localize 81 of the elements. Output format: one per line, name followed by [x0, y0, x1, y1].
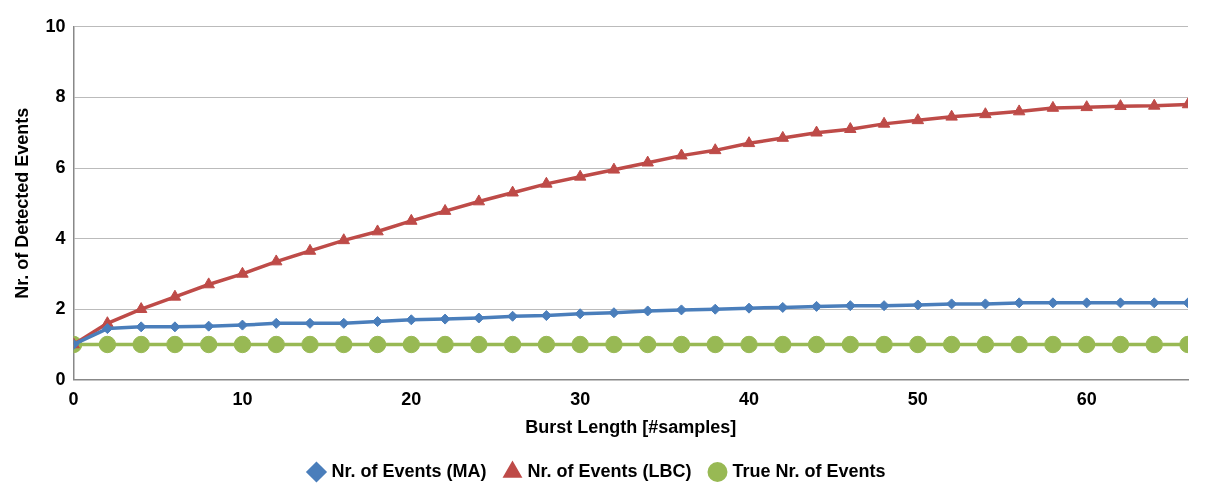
- point: [740, 335, 758, 354]
- point: [168, 289, 182, 301]
- point: [506, 185, 519, 197]
- point: [675, 148, 688, 160]
- x-tick-label: 30: [570, 388, 591, 409]
- point: [979, 107, 992, 119]
- point: [270, 254, 283, 266]
- point: [236, 266, 249, 278]
- y-axis-title: Nr. of Detected Events: [11, 107, 32, 299]
- y-tick-label: 6: [55, 156, 66, 177]
- point: [945, 109, 958, 121]
- point: [1114, 99, 1127, 111]
- point: [405, 213, 418, 225]
- x-tick-label: 0: [68, 388, 79, 409]
- point: [709, 143, 722, 155]
- y-tick-label: 8: [55, 86, 66, 107]
- point: [200, 335, 218, 354]
- point: [402, 335, 421, 354]
- point: [438, 203, 452, 215]
- x-tick-label: 20: [401, 388, 422, 409]
- legend-label: Nr. of Events (LBC): [527, 460, 692, 481]
- point: [472, 194, 486, 206]
- point: [844, 122, 857, 133]
- point: [301, 335, 319, 354]
- point: [335, 335, 353, 354]
- point: [810, 125, 823, 137]
- point: [807, 335, 826, 354]
- point: [875, 335, 893, 354]
- point: [1148, 98, 1161, 110]
- point: [639, 335, 657, 354]
- point: [571, 335, 589, 354]
- y-tick-label: 2: [55, 298, 66, 319]
- point: [706, 335, 724, 354]
- point: [1012, 104, 1026, 116]
- point: [134, 302, 148, 313]
- legend-label: Nr. of Events (MA): [331, 460, 487, 481]
- point: [1111, 335, 1130, 354]
- y-tick-label: 4: [55, 227, 66, 248]
- point: [202, 277, 215, 289]
- point: [911, 113, 925, 125]
- point: [166, 335, 184, 354]
- point: [267, 335, 285, 354]
- point: [976, 335, 995, 354]
- point: [1145, 335, 1163, 354]
- point: [605, 335, 623, 354]
- point: [132, 335, 150, 354]
- point: [1010, 335, 1028, 354]
- y-tick-label: 10: [45, 15, 66, 36]
- point: [776, 130, 789, 142]
- point: [303, 243, 317, 255]
- point: [573, 169, 587, 181]
- point: [607, 162, 621, 174]
- x-axis-title: Burst Length [#samples]: [525, 417, 737, 438]
- point: [337, 233, 350, 245]
- point: [1080, 100, 1093, 112]
- point: [1046, 100, 1060, 112]
- point: [537, 335, 556, 354]
- point: [909, 335, 927, 354]
- point: [641, 155, 654, 167]
- point: [503, 335, 522, 354]
- point: [470, 335, 488, 354]
- point: [877, 116, 891, 128]
- point: [233, 335, 252, 354]
- point: [436, 335, 454, 354]
- point: [98, 335, 117, 354]
- legend-label: True Nr. of Events: [732, 460, 886, 481]
- point: [1077, 335, 1096, 354]
- x-tick-label: 10: [232, 388, 253, 409]
- point: [540, 176, 553, 188]
- point: [942, 335, 961, 354]
- x-tick-label: 50: [907, 388, 928, 409]
- point: [672, 335, 691, 354]
- point: [841, 335, 860, 354]
- x-tick-label: 60: [1076, 388, 1097, 409]
- point: [1044, 335, 1062, 354]
- x-tick-label: 40: [738, 388, 760, 409]
- point: [371, 224, 384, 236]
- point: [742, 136, 756, 148]
- y-tick-label: 0: [55, 368, 66, 389]
- point: [368, 335, 387, 354]
- point: [774, 335, 792, 354]
